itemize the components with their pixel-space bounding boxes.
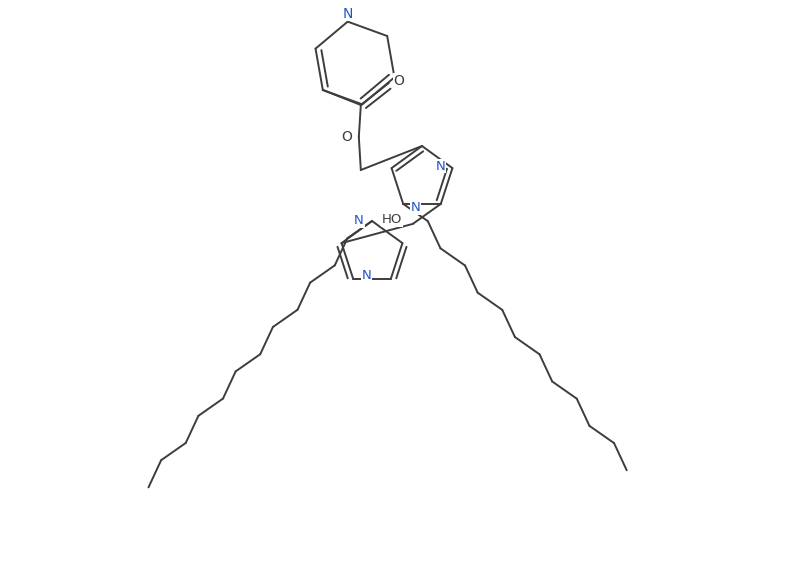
Text: N: N — [435, 160, 445, 173]
Text: O: O — [393, 74, 403, 88]
Text: HO: HO — [381, 213, 402, 226]
Text: N: N — [354, 215, 363, 227]
Text: O: O — [341, 130, 352, 144]
Text: N: N — [410, 202, 419, 215]
Text: N: N — [361, 269, 371, 283]
Text: N: N — [342, 7, 352, 21]
